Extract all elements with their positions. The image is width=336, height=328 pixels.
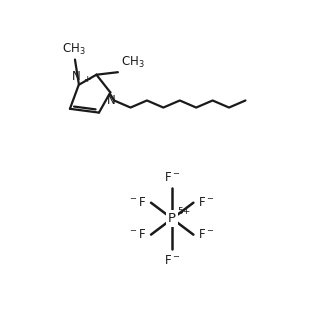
Text: F$^-$: F$^-$ (198, 196, 214, 209)
Text: F$^-$: F$^-$ (164, 171, 180, 184)
Text: +: + (83, 74, 91, 84)
Text: N: N (107, 94, 115, 107)
Text: $^-$F: $^-$F (128, 196, 146, 209)
Text: CH$_3$: CH$_3$ (62, 41, 86, 56)
Text: 5+: 5+ (178, 207, 191, 215)
Text: P: P (168, 212, 176, 225)
Text: CH$_3$: CH$_3$ (121, 55, 144, 70)
Text: F$^-$: F$^-$ (164, 254, 180, 267)
Text: N: N (72, 70, 81, 83)
Text: $^-$F: $^-$F (128, 228, 146, 241)
Text: F$^-$: F$^-$ (198, 228, 214, 241)
